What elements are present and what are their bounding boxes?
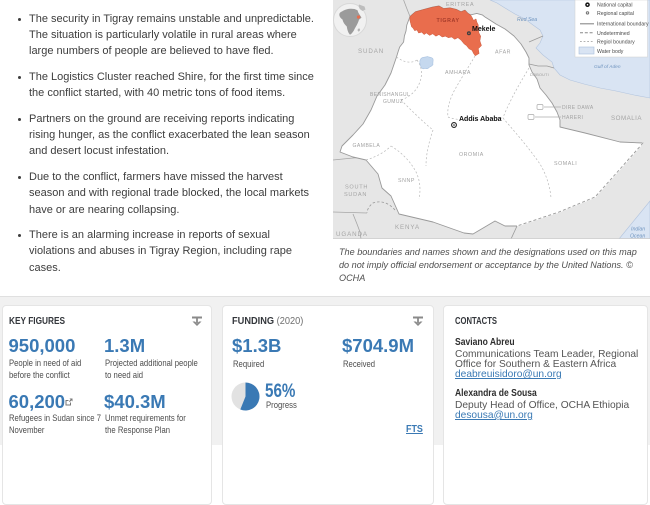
svg-text:AMHARA: AMHARA bbox=[445, 70, 471, 76]
svg-text:Water body: Water body bbox=[597, 49, 624, 55]
svg-text:KENYA: KENYA bbox=[395, 224, 420, 231]
svg-text:Addis Ababa: Addis Ababa bbox=[459, 116, 502, 123]
svg-text:Red Sea: Red Sea bbox=[517, 17, 537, 23]
svg-text:ERITREA: ERITREA bbox=[446, 2, 474, 8]
svg-text:OROMIA: OROMIA bbox=[459, 152, 484, 158]
svg-text:Undetermined: Undetermined bbox=[597, 31, 630, 37]
svg-text:SUDAN: SUDAN bbox=[344, 192, 367, 198]
svg-text:AFAR: AFAR bbox=[495, 50, 511, 56]
svg-text:National capital: National capital bbox=[597, 3, 632, 9]
svg-text:SOMALIA: SOMALIA bbox=[611, 115, 642, 122]
svg-text:Mekele: Mekele bbox=[472, 26, 495, 33]
svg-text:Gulf of Aden: Gulf of Aden bbox=[594, 64, 621, 70]
svg-text:BENISHANGUL: BENISHANGUL bbox=[370, 92, 410, 98]
svg-text:International boundary: International boundary bbox=[597, 22, 649, 28]
svg-text:HARERI: HARERI bbox=[562, 115, 583, 121]
svg-text:GAMBELA: GAMBELA bbox=[353, 143, 381, 149]
svg-text:Regional capital: Regional capital bbox=[597, 11, 634, 17]
svg-text:GUMUZ: GUMUZ bbox=[383, 99, 403, 105]
svg-text:Indian: Indian bbox=[631, 227, 645, 233]
svg-text:Ocean: Ocean bbox=[630, 234, 645, 240]
svg-text:SUDAN: SUDAN bbox=[358, 48, 384, 55]
svg-text:DJIBOUTI: DJIBOUTI bbox=[530, 73, 549, 77]
svg-text:SNNP: SNNP bbox=[398, 178, 415, 184]
svg-text:Regiol boundary: Regiol boundary bbox=[597, 40, 635, 46]
svg-text:UGANDA: UGANDA bbox=[336, 231, 368, 238]
svg-text:TIGRAY: TIGRAY bbox=[437, 18, 460, 24]
svg-text:SOUTH: SOUTH bbox=[345, 185, 368, 191]
svg-text:SOMALI: SOMALI bbox=[554, 161, 577, 167]
svg-text:DIRE DAWA: DIRE DAWA bbox=[562, 105, 594, 111]
